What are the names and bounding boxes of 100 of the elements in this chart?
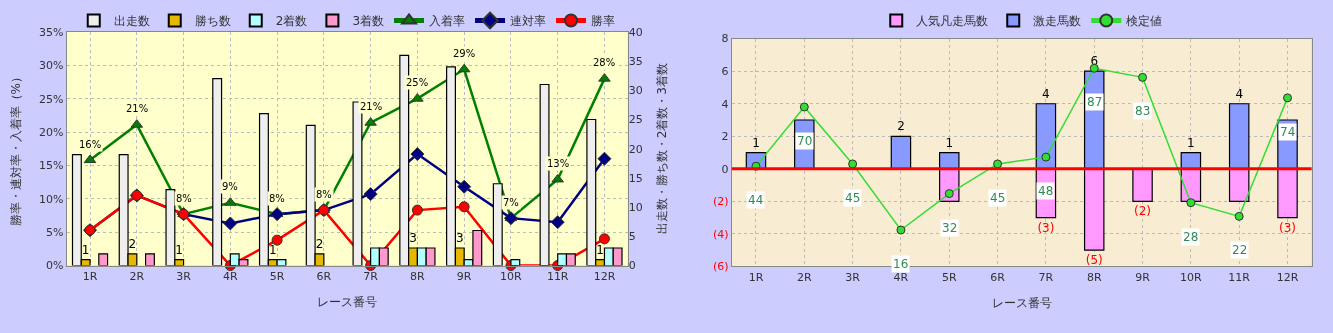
data-label: (5) <box>1085 253 1103 268</box>
data-label: 25% <box>406 77 429 88</box>
data-label: 1 <box>1187 135 1195 150</box>
x-tick-label: 3R <box>176 269 192 283</box>
x-tick-label: 10R <box>500 269 523 283</box>
data-label: 1 <box>596 242 604 257</box>
x-tick-label: 10R <box>1180 270 1203 284</box>
data-label: 74 <box>1280 125 1296 139</box>
data-label: 1 <box>268 242 277 257</box>
x-tick-label: 12R <box>1276 270 1299 284</box>
x-tick-label: 5R <box>269 269 285 283</box>
data-label: 29% <box>453 48 476 59</box>
x-tick-label: 2R <box>129 269 145 283</box>
data-label: 3 <box>409 231 417 245</box>
x-tick-label: 6R <box>990 270 1006 284</box>
x-tick-label: 8R <box>1086 270 1102 284</box>
data-label: (3) <box>1279 220 1297 235</box>
y-tick-label: 0% <box>46 259 64 273</box>
y2-tick-label: 0 <box>628 259 636 273</box>
y-axis-title: 勝率・連対率・入着率（%） <box>9 71 24 227</box>
data-label: 87 <box>1087 95 1103 109</box>
data-label: 2 <box>128 236 137 251</box>
data-label: 21% <box>126 103 149 114</box>
data-label: 22 <box>1232 243 1248 257</box>
legend-label: 入着率 <box>429 14 466 29</box>
y2-tick-label: 5 <box>628 230 636 244</box>
data-label: 16 <box>893 257 909 271</box>
y2-tick-label: 40 <box>628 25 643 39</box>
y2-tick-label: 20 <box>628 142 643 156</box>
legend-label: 人気凡走馬数 <box>916 14 989 29</box>
data-label: 1 <box>81 242 90 257</box>
data-label: (3) <box>1037 220 1055 235</box>
y-tick-label: 20% <box>39 125 64 139</box>
x-tick-label: 7R <box>363 269 379 283</box>
x-tick-label: 8R <box>410 269 426 283</box>
y2-tick-label: 30 <box>628 84 643 98</box>
data-label: 7% <box>503 197 519 208</box>
x-tick-label: 4R <box>893 270 909 284</box>
y-tick-label: 5% <box>46 226 64 239</box>
data-label: 8% <box>269 193 285 204</box>
y2-tick-label: 25 <box>628 113 643 127</box>
x-tick-label: 5R <box>941 270 957 284</box>
data-label: 9% <box>222 181 238 192</box>
data-label: 8% <box>316 189 332 200</box>
data-label: 32 <box>942 221 958 235</box>
data-label: 28 <box>1183 230 1199 244</box>
x-tick-label: 12R <box>593 269 616 283</box>
data-label: 48 <box>1038 184 1054 198</box>
data-label: 83 <box>1135 104 1151 118</box>
y-tick-label: 15% <box>39 159 64 173</box>
x-tick-label: 9R <box>456 269 472 283</box>
legend-label: 勝ち数 <box>194 14 231 29</box>
y-tick-label: (2) <box>713 195 729 209</box>
legend-label: 激走馬数 <box>1033 14 1082 29</box>
data-label: 1 <box>752 135 760 150</box>
y-tick-label: 10% <box>39 192 64 206</box>
legend-label: 2着数 <box>275 14 308 29</box>
y-tick-label: 4 <box>721 97 729 111</box>
y-tick-label: 35% <box>39 25 64 39</box>
y-tick-label: 30% <box>39 59 64 73</box>
y-tick-label: 2 <box>721 130 729 144</box>
legend-label: 勝率 <box>591 14 616 29</box>
legend-label: 連対率 <box>510 14 547 29</box>
data-label: 1 <box>945 135 954 150</box>
data-label: 45 <box>990 191 1006 205</box>
data-label: 6 <box>1090 54 1099 69</box>
y-tick-label: (4) <box>713 227 729 241</box>
data-label: 2 <box>897 119 905 134</box>
data-label: 70 <box>797 134 813 148</box>
x-tick-label: 4R <box>223 269 238 283</box>
data-label: 44 <box>748 193 764 207</box>
data-label: 1 <box>175 242 184 257</box>
x-tick-label: 3R <box>845 270 861 284</box>
y-tick-label: 8 <box>721 32 729 46</box>
data-label: 3 <box>455 231 464 245</box>
y-tick-label: (6) <box>713 260 729 274</box>
x-tick-label: 1R <box>748 270 764 284</box>
x-tick-label: 9R <box>1135 270 1151 284</box>
x-tick-label: 6R <box>316 269 332 283</box>
y2-axis-title: 出走数・勝ち数・2着数・3着数 <box>654 63 669 235</box>
x-tick-label: 7R <box>1038 270 1054 284</box>
x-tick-label: 1R <box>82 269 98 283</box>
x-tick-label: 11R <box>1228 270 1251 284</box>
data-label: 45 <box>845 191 861 205</box>
y2-tick-label: 35 <box>628 54 643 68</box>
data-label: 4 <box>1235 86 1244 101</box>
x-tick-label: 2R <box>796 270 812 284</box>
data-label: 2 <box>315 236 324 251</box>
data-label: 28% <box>593 57 616 68</box>
x-tick-label: 11R <box>546 269 569 283</box>
x-axis-title: レース番号 <box>991 295 1052 310</box>
x-axis-title: レース番号 <box>317 294 378 309</box>
data-label: (2) <box>1134 204 1152 219</box>
data-label: 21% <box>360 101 383 112</box>
legend-label: 出走数 <box>113 14 150 29</box>
legend-label: 3着数 <box>352 14 385 29</box>
legend-label: 検定値 <box>1126 14 1163 29</box>
y2-tick-label: 15 <box>628 171 643 185</box>
y-tick-label: 6 <box>721 65 729 79</box>
data-label: 13% <box>547 158 570 169</box>
